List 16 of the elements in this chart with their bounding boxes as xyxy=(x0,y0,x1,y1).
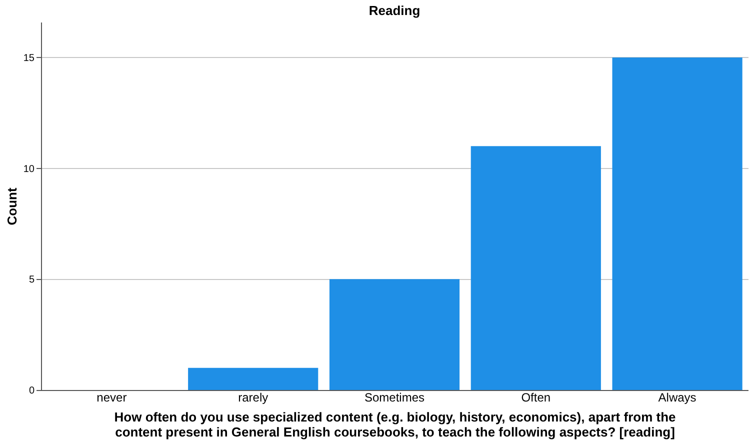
x-tick-label: never xyxy=(96,390,127,404)
x-tick-label: Always xyxy=(658,390,696,404)
y-tick-label: 0 xyxy=(28,386,35,396)
bar xyxy=(329,279,460,390)
x-tick-label: rarely xyxy=(238,390,268,404)
x-tick-label: Often xyxy=(521,390,551,404)
y-tick-label: 5 xyxy=(28,274,35,286)
bar xyxy=(188,368,318,390)
y-axis-title: Count xyxy=(4,187,20,226)
y-tick-label: 10 xyxy=(23,164,35,175)
bar xyxy=(470,146,601,390)
y-tick-label: 15 xyxy=(23,52,35,64)
x-axis-title: How often do you use specialized content (e.g. biology, history, economics), apart from the content present in General English coursebooks, to teach the following aspects? [reading] xyxy=(114,410,676,440)
x-tick-label: Sometimes xyxy=(364,390,425,404)
chart-title: Reading xyxy=(368,3,420,18)
bar xyxy=(612,57,742,390)
